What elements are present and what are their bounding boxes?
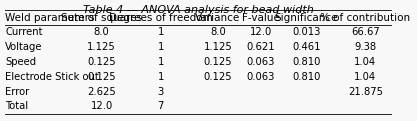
Text: % of contribution: % of contribution [320,13,410,23]
Text: 0.810: 0.810 [292,72,320,82]
Text: 0.063: 0.063 [247,57,275,67]
Text: 1: 1 [158,42,164,52]
Text: Error: Error [5,87,30,97]
Text: 0.125: 0.125 [88,57,116,67]
Text: 1.125: 1.125 [87,42,116,52]
Text: 1.04: 1.04 [354,57,377,67]
Text: 0.013: 0.013 [292,27,320,37]
Text: 1.04: 1.04 [354,72,377,82]
Text: Table 4 — ANOVA analysis for bead width: Table 4 — ANOVA analysis for bead width [83,5,314,15]
Text: 21.875: 21.875 [348,87,383,97]
Text: Degrees of freedom: Degrees of freedom [109,13,213,23]
Text: Total: Total [5,101,28,111]
Text: Sum of squares: Sum of squares [61,13,142,23]
Text: Weld parameters: Weld parameters [5,13,95,23]
Text: 0.125: 0.125 [203,57,232,67]
Text: 1: 1 [158,27,164,37]
Text: 8.0: 8.0 [210,27,226,37]
Text: Voltage: Voltage [5,42,43,52]
Text: 0.810: 0.810 [292,57,320,67]
Text: Electrode Stick out: Electrode Stick out [5,72,99,82]
Text: 0.621: 0.621 [247,42,275,52]
Text: Variance: Variance [195,13,240,23]
Text: 0.125: 0.125 [88,72,116,82]
Text: 12.0: 12.0 [90,101,113,111]
Text: Significance: Significance [274,13,338,23]
Text: Current: Current [5,27,43,37]
Text: 1: 1 [158,72,164,82]
Text: 1: 1 [158,57,164,67]
Text: Speed: Speed [5,57,36,67]
Text: 3: 3 [158,87,164,97]
Text: 2.625: 2.625 [87,87,116,97]
Text: 9.38: 9.38 [354,42,377,52]
Text: 0.461: 0.461 [292,42,321,52]
Text: 12.0: 12.0 [250,27,272,37]
Text: 1.125: 1.125 [203,42,232,52]
Text: 66.67: 66.67 [351,27,379,37]
Text: 8.0: 8.0 [94,27,110,37]
Text: F-value: F-value [242,13,280,23]
Text: 7: 7 [158,101,164,111]
Text: 0.063: 0.063 [247,72,275,82]
Text: 0.125: 0.125 [203,72,232,82]
